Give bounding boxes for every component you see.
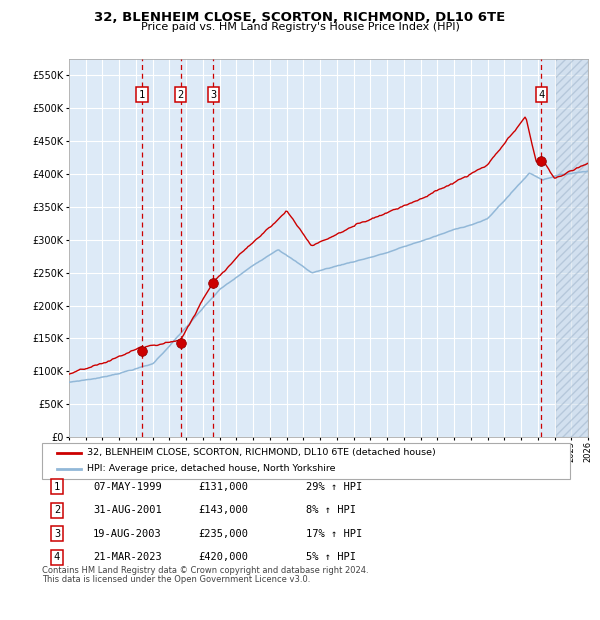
Text: £420,000: £420,000 [198,552,248,562]
Text: 32, BLENHEIM CLOSE, SCORTON, RICHMOND, DL10 6TE (detached house): 32, BLENHEIM CLOSE, SCORTON, RICHMOND, D… [87,448,436,457]
Text: This data is licensed under the Open Government Licence v3.0.: This data is licensed under the Open Gov… [42,575,310,584]
Text: 8% ↑ HPI: 8% ↑ HPI [306,505,356,515]
Text: 1: 1 [54,482,60,492]
Text: Contains HM Land Registry data © Crown copyright and database right 2024.: Contains HM Land Registry data © Crown c… [42,566,368,575]
Text: Price paid vs. HM Land Registry's House Price Index (HPI): Price paid vs. HM Land Registry's House … [140,22,460,32]
Text: 2: 2 [178,90,184,100]
Text: 1: 1 [139,90,145,100]
Text: 19-AUG-2003: 19-AUG-2003 [93,529,162,539]
Text: 31-AUG-2001: 31-AUG-2001 [93,505,162,515]
Text: 3: 3 [211,90,217,100]
Text: HPI: Average price, detached house, North Yorkshire: HPI: Average price, detached house, Nort… [87,464,335,473]
Text: 4: 4 [538,90,545,100]
Text: 3: 3 [54,529,60,539]
Text: 07-MAY-1999: 07-MAY-1999 [93,482,162,492]
Text: 2: 2 [54,505,60,515]
Text: £235,000: £235,000 [198,529,248,539]
Text: 21-MAR-2023: 21-MAR-2023 [93,552,162,562]
Text: £131,000: £131,000 [198,482,248,492]
Text: £143,000: £143,000 [198,505,248,515]
Text: 5% ↑ HPI: 5% ↑ HPI [306,552,356,562]
Text: 4: 4 [54,552,60,562]
Text: 32, BLENHEIM CLOSE, SCORTON, RICHMOND, DL10 6TE: 32, BLENHEIM CLOSE, SCORTON, RICHMOND, D… [94,11,506,24]
Text: 29% ↑ HPI: 29% ↑ HPI [306,482,362,492]
Text: 17% ↑ HPI: 17% ↑ HPI [306,529,362,539]
